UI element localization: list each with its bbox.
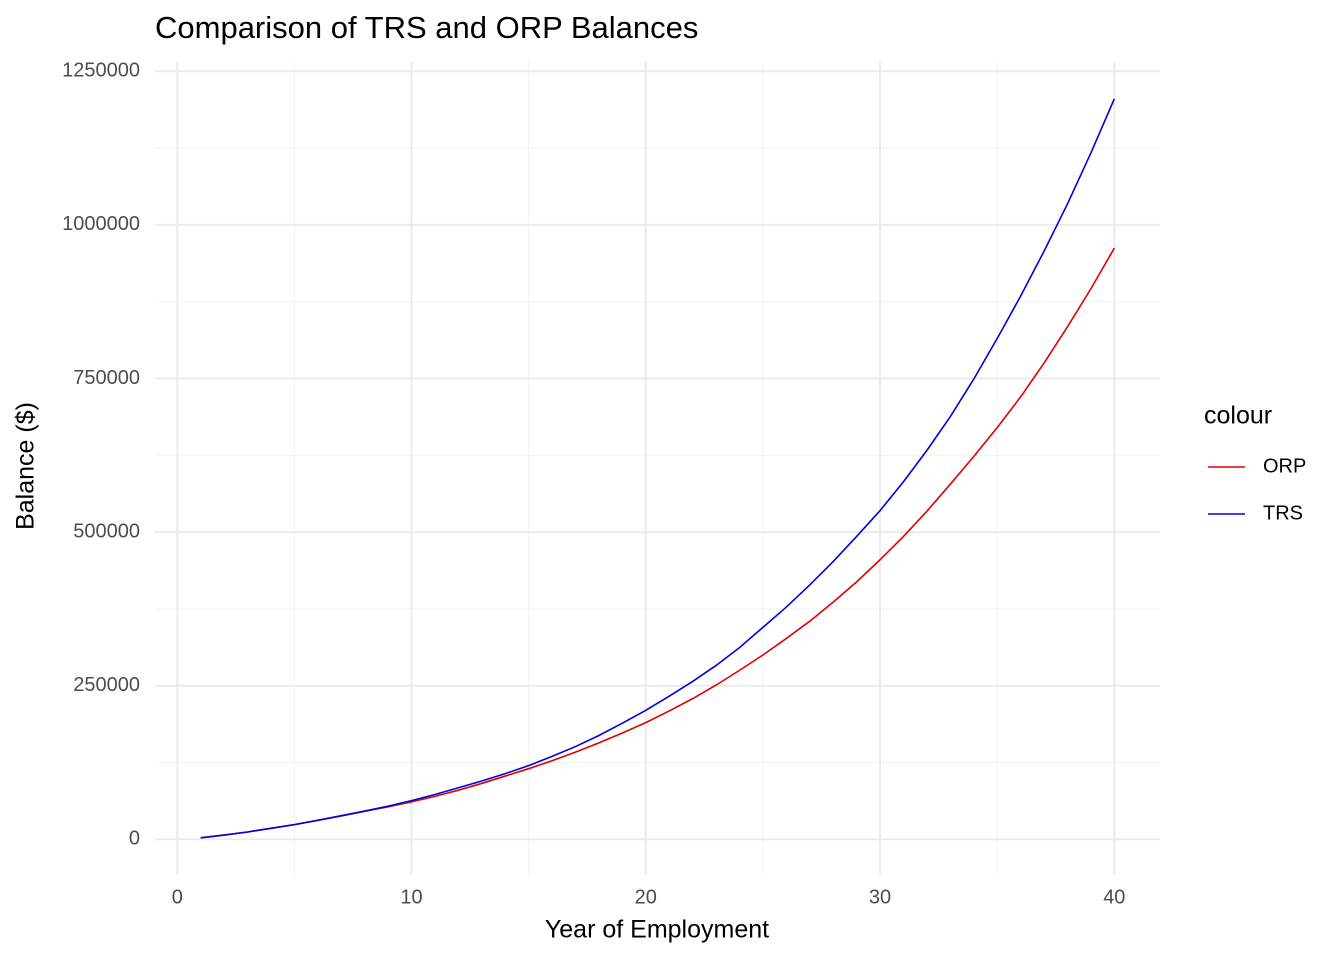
y-axis-title: Balance ($)	[12, 402, 40, 530]
y-tick-label: 1000000	[62, 213, 140, 235]
y-tick-label: 250000	[73, 674, 140, 696]
legend-label: ORP	[1263, 455, 1306, 477]
x-tick-label: 40	[1103, 886, 1125, 908]
y-tick-label: 0	[129, 828, 140, 850]
y-tick-label: 500000	[73, 520, 140, 542]
legend-label: TRS	[1263, 502, 1303, 524]
legend-title: colour	[1204, 402, 1272, 430]
y-tick-label: 750000	[73, 367, 140, 389]
x-axis-title: Year of Employment	[545, 916, 769, 944]
x-tick-label: 30	[869, 886, 891, 908]
chart-title: Comparison of TRS and ORP Balances	[155, 10, 698, 45]
line-series	[200, 98, 1116, 839]
y-tick-label: 1250000	[62, 59, 140, 81]
x-tick-label: 10	[400, 886, 422, 908]
x-tick-label: 20	[635, 886, 657, 908]
x-tick-label: 0	[172, 886, 183, 908]
